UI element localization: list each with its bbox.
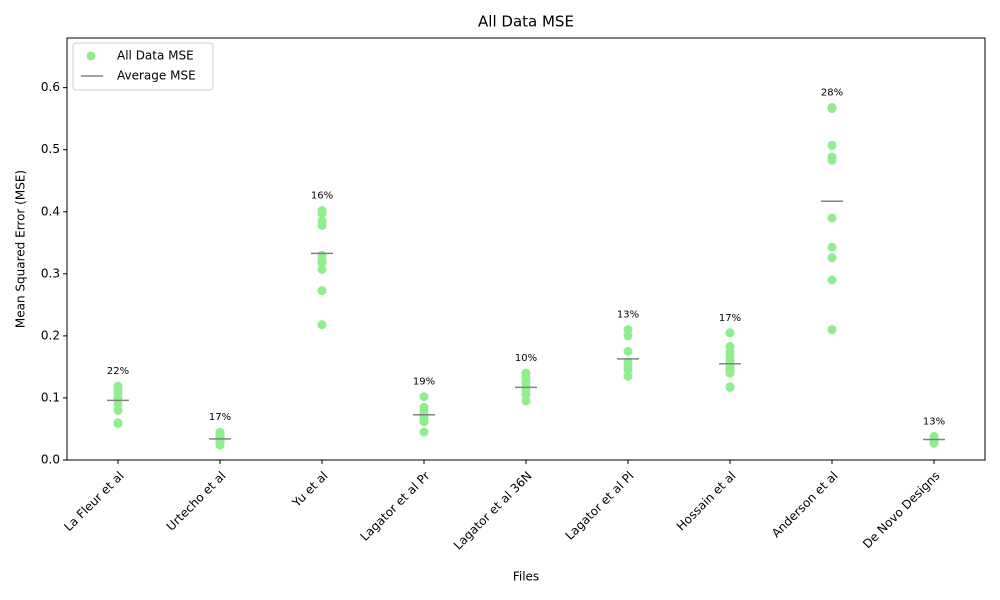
annotation: 10% (515, 353, 537, 364)
x-tick-label: Anderson et al (769, 469, 841, 541)
data-point (623, 371, 633, 381)
data-point (827, 155, 837, 165)
data-point (113, 418, 123, 428)
data-point (317, 264, 327, 274)
data-point (317, 286, 327, 296)
data-point (419, 427, 429, 437)
annotation: 19% (413, 377, 435, 388)
data-point (317, 209, 327, 219)
data-point (317, 220, 327, 230)
annotation: 17% (209, 412, 231, 423)
data-point (623, 325, 633, 335)
y-tick-label: 0.5 (41, 142, 60, 156)
data-point (725, 382, 735, 392)
data-point (827, 140, 837, 150)
data-point (521, 396, 531, 406)
data-point (317, 258, 327, 268)
annotation: 13% (923, 416, 945, 427)
data-point (929, 438, 939, 448)
y-tick-label: 0.1 (41, 390, 60, 404)
y-tick-label: 0.0 (41, 453, 60, 467)
legend-label: Average MSE (117, 69, 196, 83)
y-axis-label: Mean Squared Error (MSE) (14, 170, 28, 328)
x-tick-label: Yu et al (289, 469, 331, 511)
legend-label: All Data MSE (117, 49, 194, 63)
x-tick-label: Urtecho et al (164, 469, 229, 534)
data-point (827, 253, 837, 263)
annotation: 17% (719, 313, 741, 324)
data-point (827, 325, 837, 335)
x-tick-label: Lagator et al Pr (358, 469, 433, 544)
y-tick-label: 0.6 (41, 80, 60, 94)
data-point (521, 390, 531, 400)
data-point (827, 104, 837, 114)
y-tick-label: 0.2 (41, 328, 60, 342)
chart-title: All Data MSE (478, 13, 574, 31)
data-point (317, 320, 327, 330)
data-point (827, 242, 837, 252)
data-point (215, 440, 225, 450)
data-point (623, 346, 633, 356)
data-point (623, 365, 633, 375)
data-point (113, 405, 123, 415)
data-point (827, 275, 837, 285)
data-point (725, 368, 735, 378)
data-point (419, 417, 429, 427)
data-point (725, 328, 735, 338)
annotation: 22% (107, 366, 129, 377)
legend-marker (86, 51, 96, 61)
x-tick-label: Lagator et al 36N (451, 469, 535, 553)
y-tick-label: 0.4 (41, 204, 60, 218)
x-axis-label: Files (513, 570, 539, 584)
annotation: 16% (311, 191, 333, 202)
x-tick-label: Lagator et al Pl (563, 469, 637, 543)
data-point (623, 331, 633, 341)
x-tick-label: De Novo Designs (860, 469, 943, 552)
annotation: 28% (821, 88, 843, 99)
data-point (113, 399, 123, 409)
data-point (419, 392, 429, 402)
data-point (827, 213, 837, 223)
x-tick-label: Hossain et al (674, 469, 739, 534)
annotation: 13% (617, 310, 639, 321)
x-tick-label: La Fleur et al (61, 469, 126, 534)
data-point (725, 356, 735, 366)
legend-box (72, 42, 214, 91)
y-tick-label: 0.3 (41, 266, 60, 280)
